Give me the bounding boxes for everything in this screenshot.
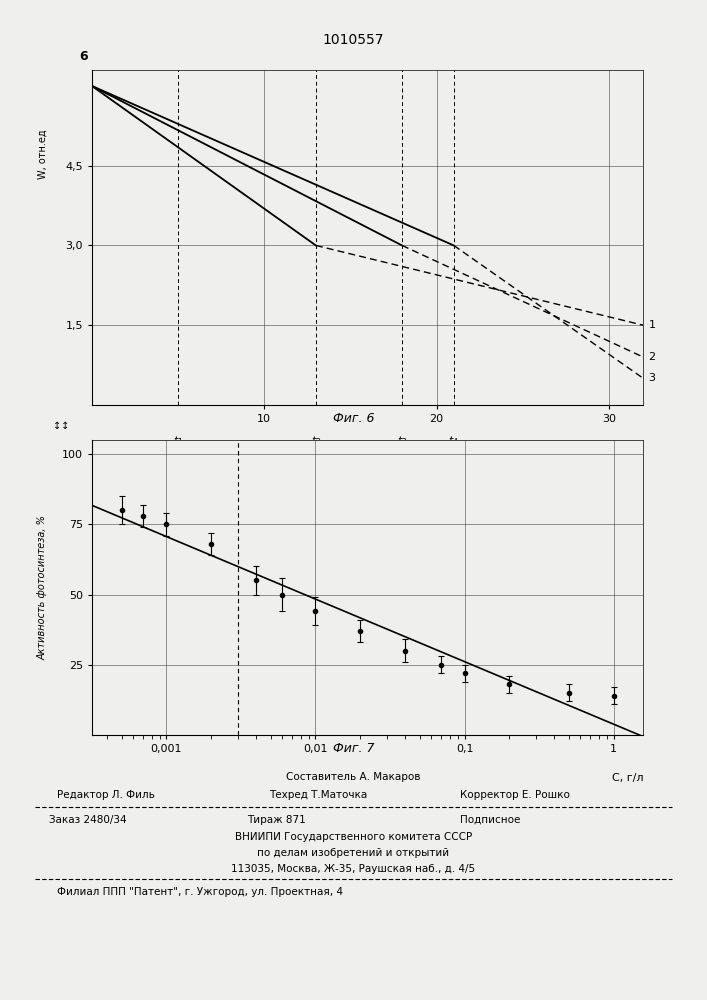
Text: 2: 2 (648, 352, 655, 362)
Text: 6: 6 (79, 50, 88, 63)
Text: по делам изобретений и открытий: по делам изобретений и открытий (257, 848, 450, 858)
Text: 113035, Москва, Ж-35, Раушская наб., д. 4/5: 113035, Москва, Ж-35, Раушская наб., д. … (231, 864, 476, 874)
Text: 1010557: 1010557 (323, 33, 384, 47)
Text: Корректор Е. Рошко: Корректор Е. Рошко (460, 790, 569, 800)
Text: W, отн.ед: W, отн.ед (37, 129, 47, 179)
Text: ВНИИПИ Государственного комитета СССР: ВНИИПИ Государственного комитета СССР (235, 832, 472, 842)
Text: $t_1$: $t_1$ (173, 434, 183, 448)
Text: 3: 3 (648, 373, 655, 383)
Text: время, мин.: время, мин. (579, 445, 643, 455)
Text: Составитель А. Макаров: Составитель А. Макаров (286, 772, 421, 782)
Text: Активность фотосинтеза, %: Активность фотосинтеза, % (37, 515, 47, 660)
Text: ↕↕: ↕↕ (53, 421, 69, 431)
Text: C, г/л: C, г/л (612, 773, 643, 783)
Text: $t_2$: $t_2$ (310, 434, 321, 448)
Text: Техред Т.Маточка: Техред Т.Маточка (269, 790, 367, 800)
Text: Подписное: Подписное (460, 815, 520, 825)
Text: $t_4$: $t_4$ (448, 434, 460, 448)
Text: $t_3$: $t_3$ (397, 434, 407, 448)
Text: Тираж 871: Тираж 871 (247, 815, 306, 825)
Text: Редактор Л. Филь: Редактор Л. Филь (57, 790, 154, 800)
Text: Филиал ППП "Патент", г. Ужгород, ул. Проектная, 4: Филиал ППП "Патент", г. Ужгород, ул. Про… (57, 887, 343, 897)
Text: Фиг. 6: Фиг. 6 (333, 412, 374, 425)
Text: Заказ 2480/34: Заказ 2480/34 (49, 815, 127, 825)
Text: 1: 1 (648, 320, 655, 330)
Text: Фиг. 7: Фиг. 7 (333, 742, 374, 755)
